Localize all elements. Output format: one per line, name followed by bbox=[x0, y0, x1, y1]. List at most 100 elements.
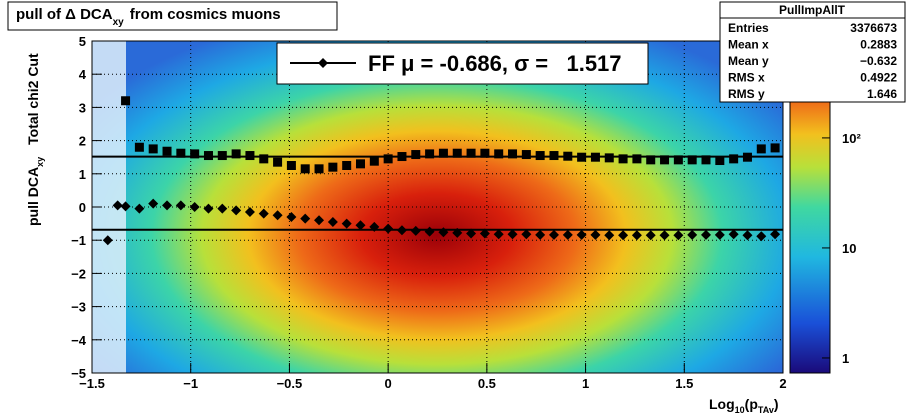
diamond-marker bbox=[424, 226, 435, 237]
xl-mid: (p bbox=[745, 396, 758, 412]
diamond-marker bbox=[383, 223, 394, 234]
diamond-marker bbox=[466, 228, 477, 239]
z-tick-label: 10² bbox=[842, 131, 861, 146]
diamond-marker bbox=[162, 200, 173, 211]
diamond-marker bbox=[714, 229, 725, 240]
title-tail: from cosmics muons bbox=[130, 6, 281, 23]
square-marker bbox=[729, 154, 739, 164]
square-marker bbox=[217, 151, 227, 161]
title-main: pull of Δ DCA bbox=[16, 6, 113, 23]
stats-rows: Entries 3376673 Mean x 0.2883 Mean y −0.632 RM… bbox=[728, 21, 897, 101]
y-tick-label: 3 bbox=[79, 100, 86, 115]
diamond-marker bbox=[618, 230, 629, 241]
z-tick-label: 10 bbox=[842, 241, 856, 256]
square-marker bbox=[604, 153, 614, 163]
stats-box bbox=[719, 1, 906, 103]
x-tick-label: 0 bbox=[385, 376, 392, 391]
diamond-marker bbox=[120, 201, 131, 212]
square-marker bbox=[590, 152, 600, 162]
square-marker bbox=[632, 154, 642, 164]
square-marker bbox=[369, 156, 379, 166]
diamond-marker bbox=[742, 230, 753, 241]
y-tick-label: −4 bbox=[71, 333, 87, 348]
square-marker bbox=[231, 149, 241, 159]
y-tick-label: 0 bbox=[79, 200, 86, 215]
square-marker bbox=[466, 148, 476, 158]
square-marker bbox=[577, 152, 587, 162]
xl-sub1: 10 bbox=[735, 405, 745, 415]
diamond-marker bbox=[314, 215, 325, 226]
diamond-marker bbox=[175, 200, 186, 211]
diamond-marker bbox=[687, 229, 698, 240]
square-marker bbox=[770, 143, 780, 153]
stats-key: RMS x bbox=[728, 71, 765, 85]
chart-title: pull of Δ DCAxy from cosmics muons bbox=[16, 6, 281, 28]
stats-key: Mean y bbox=[728, 54, 769, 68]
plot-frame bbox=[91, 40, 784, 374]
diamond-marker bbox=[272, 210, 283, 221]
square-marker bbox=[342, 161, 352, 170]
square-marker bbox=[190, 149, 200, 159]
square-marker bbox=[701, 155, 711, 165]
diamond-marker bbox=[728, 229, 739, 240]
diamond-marker bbox=[535, 229, 546, 240]
square-marker bbox=[618, 154, 628, 164]
xl-sub2: TAv bbox=[758, 405, 774, 415]
diamond-marker bbox=[479, 228, 490, 239]
diamond-marker bbox=[396, 225, 407, 236]
y-tick-label: −2 bbox=[71, 266, 86, 281]
x-tick-label: 1.5 bbox=[675, 376, 693, 391]
square-marker bbox=[148, 144, 158, 154]
xl-tail: ) bbox=[774, 396, 779, 412]
square-marker bbox=[411, 150, 421, 160]
diamond-marker bbox=[231, 205, 242, 216]
diamond-marker bbox=[590, 229, 601, 240]
diamond-marker bbox=[102, 235, 113, 246]
square-marker bbox=[176, 148, 186, 158]
y-tick-label: 5 bbox=[79, 34, 86, 49]
diamond-marker bbox=[521, 229, 532, 240]
x-tick-label: 1 bbox=[582, 376, 589, 391]
y-tick-label: 2 bbox=[79, 134, 86, 149]
stats-value: 0.2883 bbox=[860, 38, 897, 52]
square-marker bbox=[756, 144, 766, 154]
diamond-marker bbox=[217, 203, 228, 214]
diamond-marker bbox=[189, 202, 200, 212]
legend-marker bbox=[318, 58, 328, 68]
z-tick-label: 1 bbox=[842, 351, 849, 366]
x-axis-title: Log10(pTAv) bbox=[709, 396, 779, 415]
x-tick-label: −0.5 bbox=[277, 376, 303, 391]
square-marker bbox=[438, 148, 448, 158]
title-box bbox=[7, 1, 338, 31]
x-tick-label: 0.5 bbox=[478, 376, 496, 391]
diamond-marker bbox=[258, 208, 269, 219]
square-marker bbox=[673, 155, 683, 165]
diamond-marker bbox=[452, 227, 463, 238]
diamond-marker bbox=[148, 198, 159, 209]
marks bbox=[92, 96, 783, 246]
stats-key: Mean x bbox=[728, 38, 769, 52]
diamond-marker bbox=[645, 230, 656, 241]
square-marker bbox=[286, 161, 296, 170]
stats-key: Entries bbox=[728, 21, 769, 35]
diamond-marker bbox=[701, 229, 712, 240]
y-tick-label: −1 bbox=[71, 233, 86, 248]
square-marker bbox=[328, 162, 338, 172]
y-tick-label: −5 bbox=[71, 366, 86, 381]
square-marker bbox=[134, 142, 144, 152]
square-marker bbox=[452, 148, 462, 158]
square-marker bbox=[535, 151, 545, 161]
square-marker bbox=[494, 149, 504, 159]
diamond-marker bbox=[548, 229, 559, 240]
square-marker bbox=[549, 151, 559, 161]
legend-label: FF μ = -0.686, σ = 1.517 bbox=[368, 51, 622, 76]
diamond-marker bbox=[286, 211, 297, 222]
yl-main: pull DCA bbox=[25, 167, 41, 226]
x-tick-label: −1 bbox=[183, 376, 198, 391]
square-marker bbox=[660, 155, 670, 165]
square-marker bbox=[356, 159, 366, 169]
square-marker bbox=[646, 155, 656, 165]
diamond-marker bbox=[203, 203, 214, 214]
square-marker bbox=[687, 155, 697, 165]
